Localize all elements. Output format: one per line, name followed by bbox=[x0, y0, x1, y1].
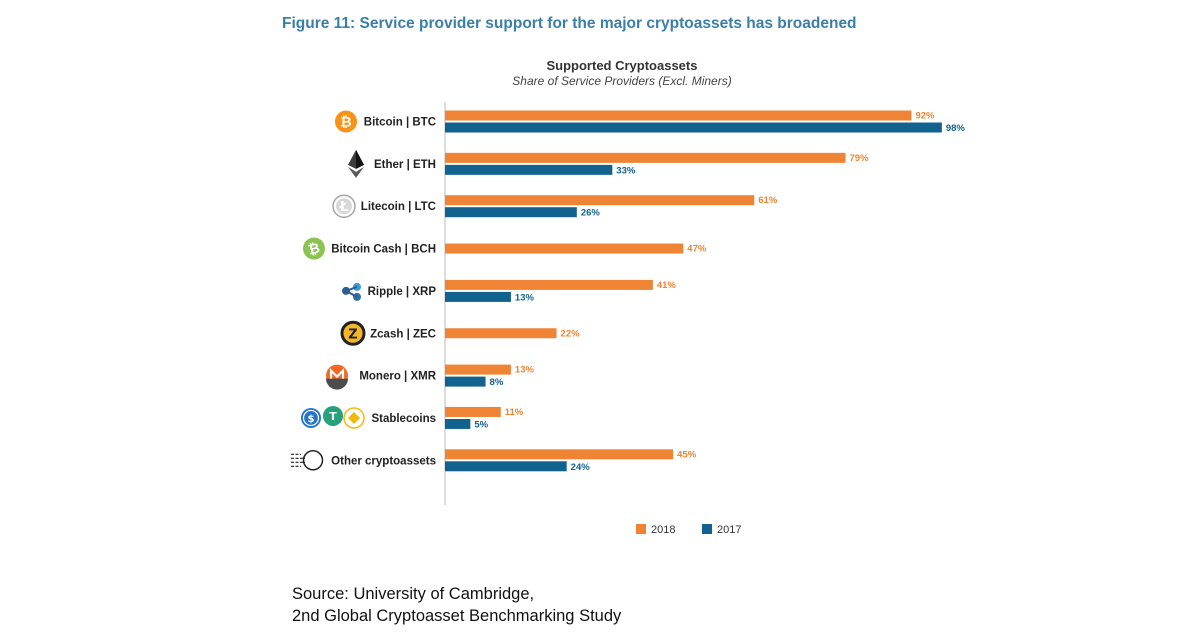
stablecoins-icon: $ T bbox=[301, 405, 365, 429]
svg-text:₿: ₿ bbox=[340, 115, 351, 131]
svg-text:₿: ₿ bbox=[307, 240, 322, 258]
category-label: Bitcoin Cash | BCH bbox=[331, 244, 436, 256]
bitcoin-icon: ₿ bbox=[335, 110, 357, 133]
source-note: Source: University of Cambridge, 2nd Glo… bbox=[292, 583, 621, 627]
data-label-2018: 61% bbox=[758, 195, 778, 206]
category-label: Ripple | XRP bbox=[368, 286, 437, 298]
data-label-2018: 41% bbox=[657, 280, 677, 291]
legend-swatch-2018 bbox=[636, 524, 646, 534]
bar-2017 bbox=[445, 122, 942, 133]
bar-2018 bbox=[445, 195, 755, 206]
bar-2017 bbox=[445, 376, 486, 387]
category-label: Monero | XMR bbox=[359, 371, 436, 383]
bar-2018 bbox=[445, 364, 511, 375]
litecoin-icon: Ł bbox=[332, 194, 356, 218]
other-cryptoassets-icon bbox=[291, 450, 324, 471]
bar-2017 bbox=[445, 291, 511, 302]
ether-icon bbox=[348, 149, 364, 178]
data-label-2018: 45% bbox=[677, 449, 697, 460]
category-label: Stablecoins bbox=[371, 413, 436, 425]
bar-2017 bbox=[445, 207, 577, 218]
data-label-2017: 26% bbox=[581, 208, 601, 219]
category-label: Other cryptoassets bbox=[331, 455, 436, 467]
source-line-2: 2nd Global Cryptoasset Benchmarking Stud… bbox=[292, 607, 622, 625]
bitcoin-cash-icon: ₿ bbox=[303, 237, 325, 260]
category-label: Ether | ETH bbox=[374, 159, 436, 171]
bar-2017 bbox=[445, 461, 567, 472]
bar-2018 bbox=[445, 449, 674, 460]
data-label-2018: 79% bbox=[850, 153, 870, 164]
ripple-icon bbox=[342, 282, 361, 301]
legend-label-2018: 2018 bbox=[651, 524, 675, 536]
data-label-2017: 98% bbox=[946, 123, 966, 134]
bar-2018 bbox=[445, 152, 846, 163]
svg-text:Z: Z bbox=[348, 327, 357, 342]
svg-text:$: $ bbox=[308, 414, 315, 425]
data-label-2017: 33% bbox=[616, 165, 636, 176]
svg-text:T: T bbox=[329, 410, 337, 423]
bar-2017 bbox=[445, 164, 613, 175]
legend-swatch-2017 bbox=[702, 524, 712, 534]
legend-label-2017: 2017 bbox=[717, 524, 741, 536]
bar-2018 bbox=[445, 328, 557, 339]
category-label: Litecoin | LTC bbox=[361, 201, 436, 213]
bar-2018 bbox=[445, 243, 684, 254]
source-line-1: Source: University of Cambridge, bbox=[292, 585, 535, 603]
chart-subtitle: Share of Service Providers (Excl. Miners… bbox=[512, 74, 732, 88]
bar-2018 bbox=[445, 110, 912, 121]
data-label-2017: 13% bbox=[515, 292, 535, 303]
data-label-2017: 5% bbox=[474, 419, 488, 430]
data-label-2017: 24% bbox=[571, 462, 591, 473]
bar-2017 bbox=[445, 418, 471, 429]
data-label-2018: 47% bbox=[687, 244, 707, 255]
data-label-2018: 13% bbox=[515, 365, 535, 376]
bar-2018 bbox=[445, 406, 501, 417]
monero-icon bbox=[326, 364, 348, 390]
bar-2018 bbox=[445, 279, 653, 290]
data-label-2017: 8% bbox=[490, 377, 504, 388]
category-label: Bitcoin | BTC bbox=[364, 117, 436, 129]
data-label-2018: 22% bbox=[561, 328, 581, 339]
data-label-2018: 92% bbox=[915, 111, 935, 122]
figure-title: Figure 11: Service provider support for … bbox=[282, 15, 857, 32]
svg-text:Ł: Ł bbox=[339, 200, 348, 215]
zcash-icon: Z bbox=[340, 320, 366, 346]
category-label: Zcash | ZEC bbox=[370, 328, 436, 340]
data-label-2018: 11% bbox=[505, 407, 524, 418]
chart-title: Supported Cryptoassets bbox=[546, 58, 698, 73]
